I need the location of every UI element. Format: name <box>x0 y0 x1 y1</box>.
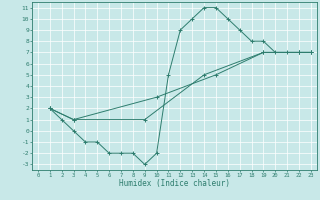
X-axis label: Humidex (Indice chaleur): Humidex (Indice chaleur) <box>119 179 230 188</box>
